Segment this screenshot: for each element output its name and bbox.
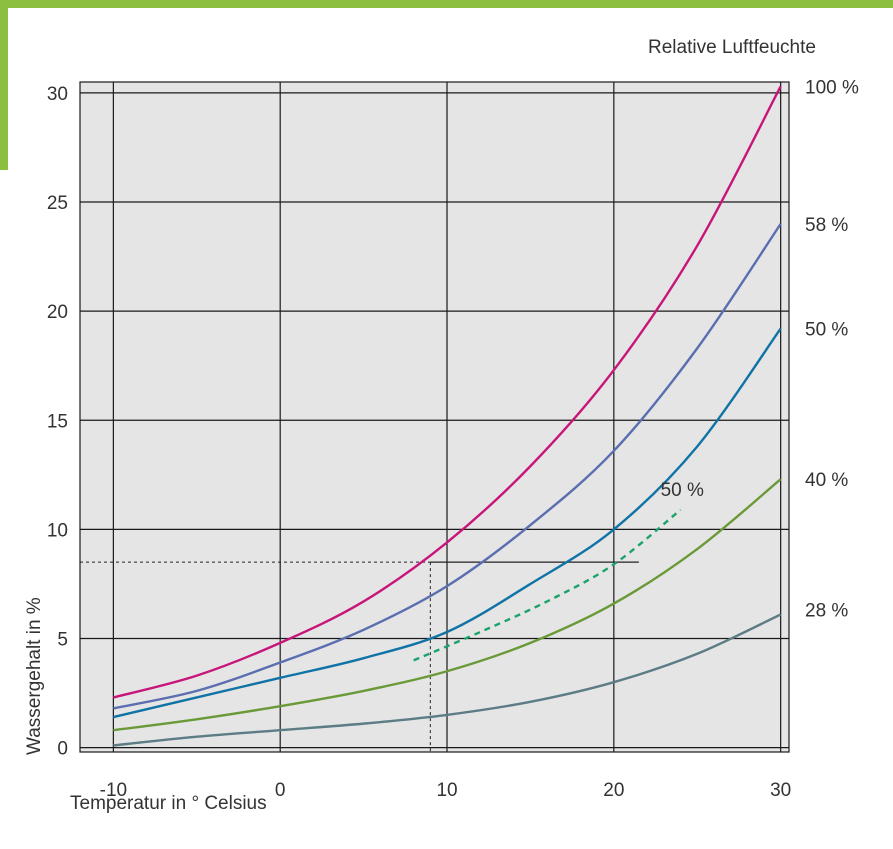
series-label: 28 % (805, 601, 848, 622)
grid-lines (79, 81, 790, 753)
series-line (113, 223, 782, 710)
y-tick-label: 20 (47, 302, 68, 323)
plot-area (80, 82, 789, 752)
x-tick-label: 20 (603, 780, 624, 801)
x-tick-label: 0 (275, 780, 286, 801)
series-labels: 100 % 58 % 50 % 40 % 28 % 50 % (661, 77, 859, 621)
legend-title: Relative Luftfeuchte (648, 37, 816, 58)
y-tick-label: 15 (47, 411, 68, 432)
x-tick-label: 30 (770, 780, 791, 801)
side-accent-bar (0, 0, 8, 170)
y-tick-label: 10 (47, 520, 68, 541)
top-accent-bar (0, 0, 893, 8)
plot-frame (79, 81, 790, 753)
series-label: 58 % (805, 215, 848, 236)
y-axis-title: Wassergehalt in % (24, 597, 45, 755)
series-layer (113, 85, 782, 747)
x-tick-label: -10 (100, 780, 127, 801)
series-line (113, 327, 782, 719)
series-line (113, 85, 782, 699)
series-label: 50 % (661, 480, 704, 501)
series-label: 100 % (805, 77, 859, 98)
series-line (113, 613, 782, 747)
y-tick-label: 30 (47, 84, 68, 105)
tick-labels: -10 0 10 20 30 0 5 10 15 20 25 30 (47, 84, 791, 801)
series-line (413, 508, 682, 662)
y-tick-label: 5 (57, 630, 68, 651)
reference-lines (80, 561, 639, 752)
y-tick-label: 0 (57, 739, 68, 760)
series-line (113, 478, 782, 732)
series-label: 50 % (805, 320, 848, 341)
x-axis-title: Temperatur in ° Celsius (70, 793, 267, 814)
series-label: 40 % (805, 470, 848, 491)
y-tick-label: 25 (47, 193, 68, 214)
x-tick-label: 10 (436, 780, 457, 801)
